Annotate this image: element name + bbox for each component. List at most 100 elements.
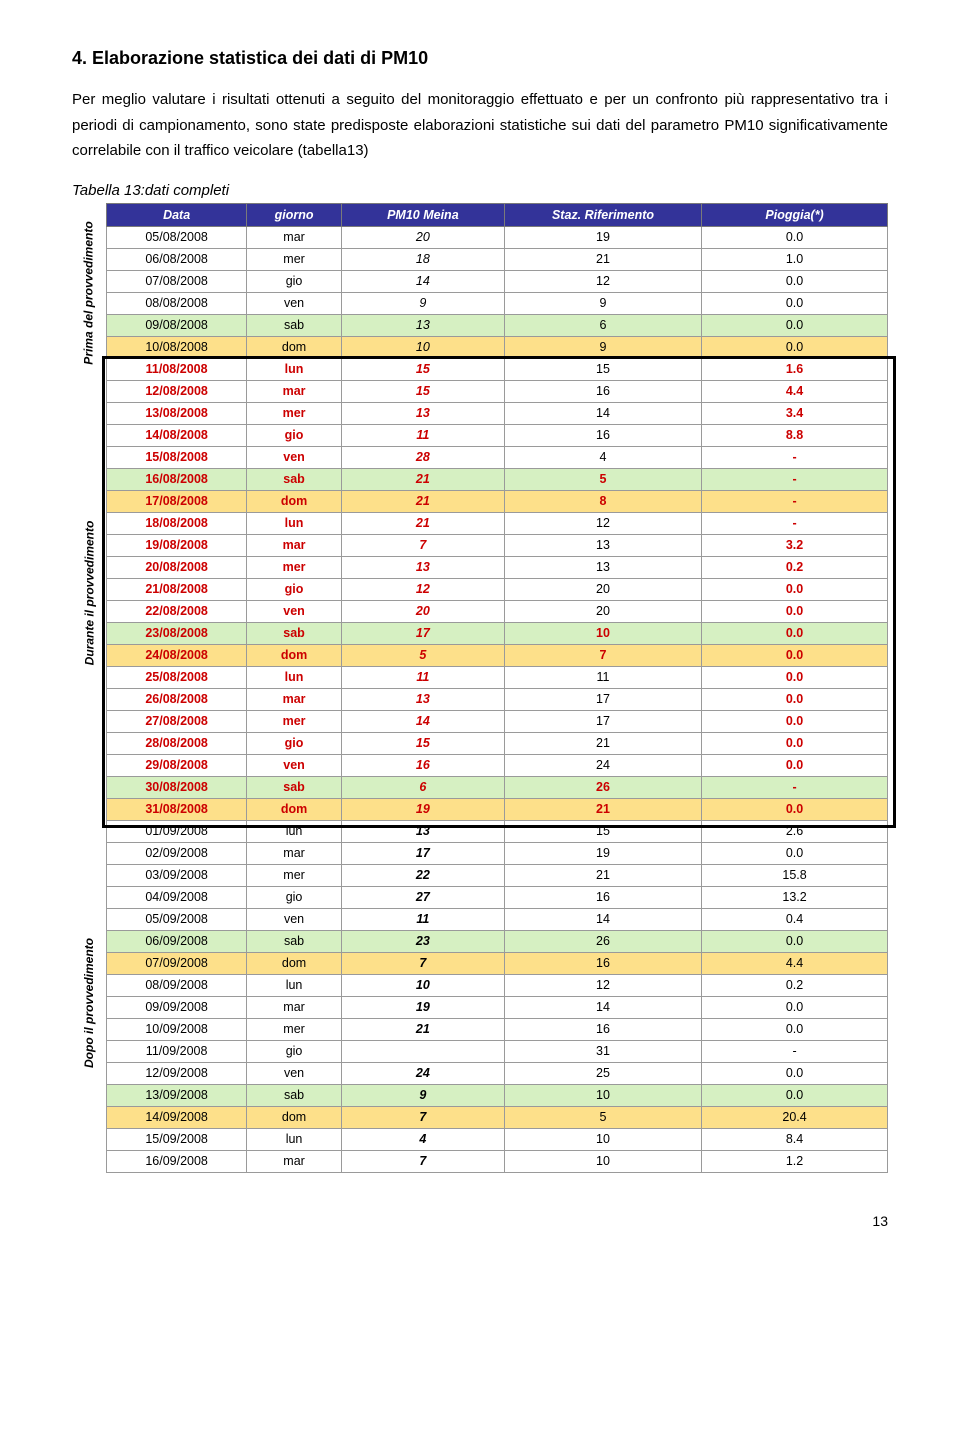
cell-day: mer <box>247 248 342 270</box>
cell-date: 05/09/2008 <box>107 908 247 930</box>
table-row: 26/08/2008mar13170.0 <box>107 688 888 710</box>
cell-ref: 10 <box>504 1128 701 1150</box>
cell-pm10: 17 <box>341 622 504 644</box>
table-row: 07/08/2008gio14120.0 <box>107 270 888 292</box>
cell-rain: 0.2 <box>702 556 888 578</box>
cell-day: sab <box>247 776 342 798</box>
cell-day: lun <box>247 666 342 688</box>
side-label-prima: Prima del provvedimento <box>72 227 106 360</box>
cell-pm10: 18 <box>341 248 504 270</box>
table-row: 10/09/2008mer21160.0 <box>107 1018 888 1040</box>
cell-pm10: 20 <box>341 226 504 248</box>
cell-date: 21/08/2008 <box>107 578 247 600</box>
cell-pm10: 15 <box>341 358 504 380</box>
cell-rain: 3.2 <box>702 534 888 556</box>
cell-ref: 4 <box>504 446 701 468</box>
cell-date: 17/08/2008 <box>107 490 247 512</box>
cell-rain: 1.0 <box>702 248 888 270</box>
cell-day: lun <box>247 512 342 534</box>
cell-pm10: 13 <box>341 688 504 710</box>
cell-rain: 0.0 <box>702 842 888 864</box>
cell-pm10: 23 <box>341 930 504 952</box>
data-table: Data giorno PM10 Meina Staz. Riferimento… <box>106 203 888 1173</box>
cell-ref: 10 <box>504 1084 701 1106</box>
cell-pm10: 12 <box>341 578 504 600</box>
cell-day: dom <box>247 336 342 358</box>
cell-day: sab <box>247 468 342 490</box>
cell-pm10: 19 <box>341 996 504 1018</box>
cell-rain: 0.4 <box>702 908 888 930</box>
cell-day: dom <box>247 644 342 666</box>
table-row: 27/08/2008mer14170.0 <box>107 710 888 732</box>
cell-day: mar <box>247 380 342 402</box>
cell-rain: 13.2 <box>702 886 888 908</box>
cell-date: 18/08/2008 <box>107 512 247 534</box>
cell-pm10: 6 <box>341 776 504 798</box>
cell-day: ven <box>247 908 342 930</box>
cell-day: mer <box>247 402 342 424</box>
cell-ref: 13 <box>504 534 701 556</box>
cell-day: ven <box>247 446 342 468</box>
cell-ref: 21 <box>504 864 701 886</box>
cell-day: gio <box>247 1040 342 1062</box>
table-row: 30/08/2008sab626- <box>107 776 888 798</box>
cell-rain: - <box>702 490 888 512</box>
cell-rain: 20.4 <box>702 1106 888 1128</box>
table-caption: Tabella 13:dati completi <box>72 182 888 199</box>
cell-pm10: 21 <box>341 1018 504 1040</box>
table-row: 17/08/2008dom218- <box>107 490 888 512</box>
cell-rain: 0.0 <box>702 754 888 776</box>
cell-pm10: 14 <box>341 270 504 292</box>
cell-date: 10/08/2008 <box>107 336 247 358</box>
section-paragraph: Per meglio valutare i risultati ottenuti… <box>72 87 888 164</box>
cell-ref: 26 <box>504 776 701 798</box>
cell-pm10: 7 <box>341 952 504 974</box>
cell-ref: 21 <box>504 798 701 820</box>
cell-ref: 20 <box>504 600 701 622</box>
page: 4. Elaborazione statistica dei dati di P… <box>0 0 960 1197</box>
cell-rain: - <box>702 512 888 534</box>
col-pioggia: Pioggia(*) <box>702 203 888 226</box>
page-number: 13 <box>0 1197 960 1229</box>
cell-pm10: 5 <box>341 644 504 666</box>
cell-date: 09/08/2008 <box>107 314 247 336</box>
side-label-prima-text: Prima del provvedimento <box>82 221 96 364</box>
table-row: 08/09/2008lun10120.2 <box>107 974 888 996</box>
cell-ref: 14 <box>504 996 701 1018</box>
cell-pm10: 27 <box>341 886 504 908</box>
cell-ref: 16 <box>504 886 701 908</box>
cell-date: 27/08/2008 <box>107 710 247 732</box>
cell-pm10: 13 <box>341 820 504 842</box>
cell-rain: 0.0 <box>702 600 888 622</box>
cell-date: 31/08/2008 <box>107 798 247 820</box>
cell-date: 11/08/2008 <box>107 358 247 380</box>
cell-rain: - <box>702 776 888 798</box>
cell-date: 06/09/2008 <box>107 930 247 952</box>
cell-ref: 19 <box>504 842 701 864</box>
cell-day: dom <box>247 952 342 974</box>
cell-rain: 2.6 <box>702 820 888 842</box>
cell-day: mer <box>247 556 342 578</box>
table-row: 23/08/2008sab17100.0 <box>107 622 888 644</box>
cell-ref: 10 <box>504 622 701 644</box>
table-row: 25/08/2008lun11110.0 <box>107 666 888 688</box>
table-row: 14/08/2008gio11168.8 <box>107 424 888 446</box>
cell-ref: 26 <box>504 930 701 952</box>
cell-ref: 16 <box>504 952 701 974</box>
cell-pm10: 28 <box>341 446 504 468</box>
cell-date: 13/09/2008 <box>107 1084 247 1106</box>
cell-ref: 17 <box>504 688 701 710</box>
cell-ref: 5 <box>504 468 701 490</box>
cell-date: 16/08/2008 <box>107 468 247 490</box>
cell-rain: - <box>702 446 888 468</box>
cell-rain: 0.0 <box>702 314 888 336</box>
cell-pm10: 13 <box>341 556 504 578</box>
cell-ref: 13 <box>504 556 701 578</box>
cell-date: 14/09/2008 <box>107 1106 247 1128</box>
col-pm10: PM10 Meina <box>341 203 504 226</box>
table-row: 03/09/2008mer222115.8 <box>107 864 888 886</box>
cell-ref: 19 <box>504 226 701 248</box>
cell-date: 12/08/2008 <box>107 380 247 402</box>
table-row: 05/08/2008mar20190.0 <box>107 226 888 248</box>
cell-ref: 14 <box>504 402 701 424</box>
